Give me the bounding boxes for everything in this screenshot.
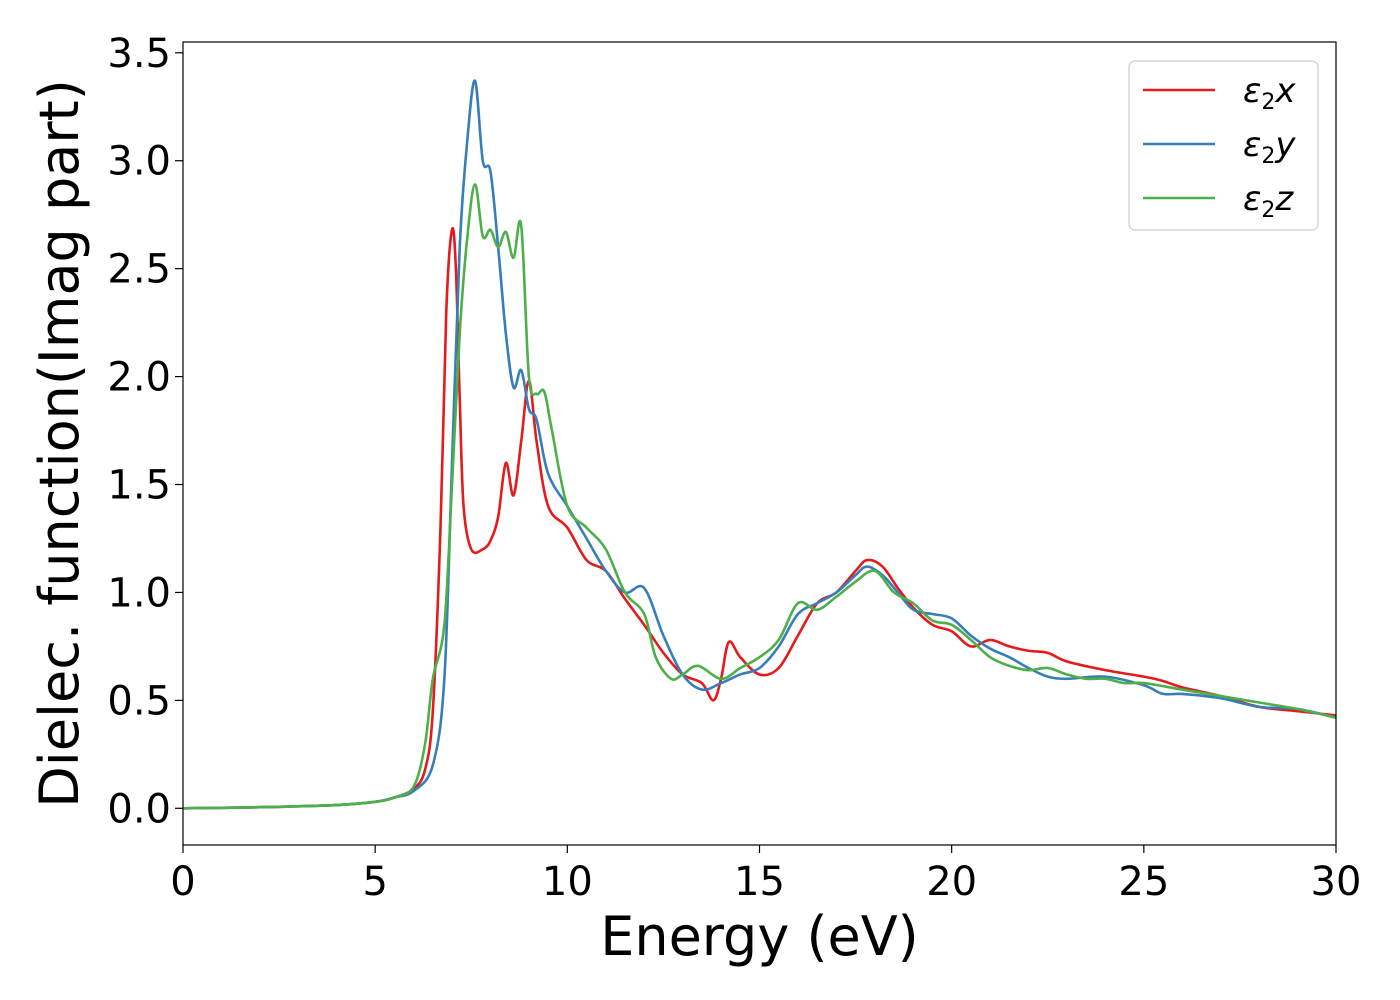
series-group [183,79,1336,810]
legend: ε2x ε2y ε2z [1128,60,1319,231]
x-axis: 0 5 10 15 20 25 30 [170,845,1361,905]
y-tick-label: 0.5 [107,678,171,724]
y-tick-label: 2.0 [107,355,171,401]
series-line-z [183,183,1336,810]
x-tick-label: 0 [170,859,195,905]
x-axis-title: Energy (eV) [600,905,919,968]
x-tick-label: 20 [926,859,977,905]
y-tick-label: 1.5 [107,463,171,509]
x-tick-label: 15 [734,859,785,905]
y-tick-label: 3.0 [107,139,171,185]
y-tick-label: 2.5 [107,247,171,293]
y-axis-title: Dielec. function(Imag part) [28,79,91,808]
y-tick-label: 0.0 [107,786,171,832]
legend-label-x: ε2x [1243,71,1296,115]
x-tick-label: 10 [542,859,593,905]
y-axis: 0.0 0.5 1.0 1.5 2.0 2.5 3.0 3.5 [107,31,183,832]
legend-box [1128,60,1319,231]
y-tick-label: 3.5 [107,31,171,77]
x-tick-label: 30 [1311,859,1362,905]
legend-label-y: ε2y [1243,125,1296,169]
legend-label-z: ε2z [1243,179,1294,223]
y-tick-label: 1.0 [107,570,171,616]
series-line-x [183,226,1336,810]
x-tick-label: 25 [1118,859,1169,905]
x-tick-label: 5 [362,859,387,905]
